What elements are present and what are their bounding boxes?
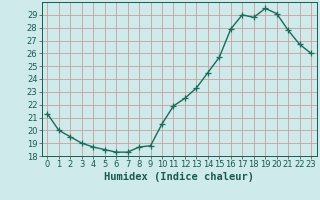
X-axis label: Humidex (Indice chaleur): Humidex (Indice chaleur) <box>104 172 254 182</box>
